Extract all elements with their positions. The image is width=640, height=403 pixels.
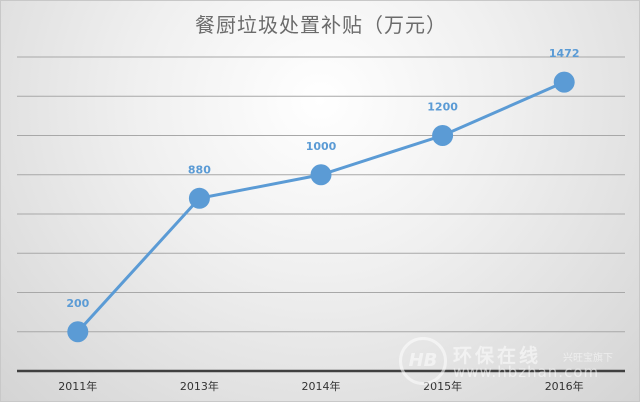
data-label: 1472: [549, 47, 580, 60]
x-tick-label: 2014年: [302, 379, 341, 393]
data-label: 880: [188, 163, 211, 176]
x-tick-label: 2013年: [180, 379, 219, 393]
chart-title: 餐厨垃圾处置补贴（万元）: [195, 13, 447, 37]
x-tick-label: 2016年: [545, 379, 584, 393]
data-label: 200: [66, 297, 89, 310]
data-point: [188, 187, 210, 209]
data-point: [67, 321, 89, 343]
data-point: [432, 125, 454, 146]
series-line: [76, 80, 565, 333]
data-label: 1200: [427, 101, 458, 114]
data-point: [310, 164, 332, 186]
data-point: [553, 71, 575, 93]
x-tick-label: 2015年: [423, 379, 462, 393]
data-label: 1000: [306, 140, 337, 153]
x-tick-label: 2011年: [58, 379, 97, 393]
